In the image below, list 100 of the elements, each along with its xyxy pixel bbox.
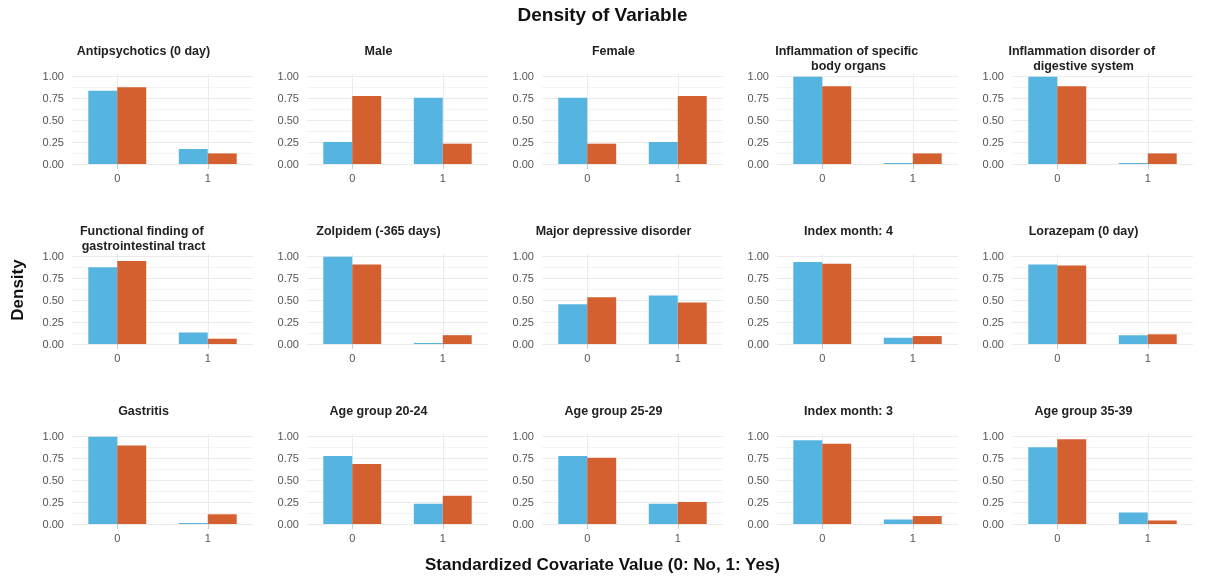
bar [178, 149, 208, 164]
y-tick-label: 0.00 [42, 338, 64, 350]
bar [883, 337, 913, 344]
bar [1118, 335, 1148, 344]
y-tick-label: 1.00 [277, 69, 299, 82]
y-tick-label: 0.25 [512, 135, 534, 148]
x-tick-label: 1 [674, 531, 681, 544]
bar [1057, 265, 1087, 344]
y-tick-label: 0.25 [42, 135, 64, 148]
bar [648, 503, 678, 524]
y-tick-label: 0.75 [747, 451, 769, 464]
bar [117, 87, 147, 164]
bar [413, 503, 443, 524]
chart-title: Index month: 3 [804, 403, 893, 418]
bar [88, 436, 118, 524]
y-tick-label: 1.00 [747, 69, 769, 82]
y-tick-label: 0.75 [747, 91, 769, 104]
y-tick-label: 0.25 [512, 315, 534, 328]
x-tick-label: 1 [909, 531, 916, 544]
y-tick-label: 0.00 [42, 518, 64, 530]
y-tick-label: 0.75 [277, 451, 299, 464]
y-tick-label: 0.50 [512, 293, 534, 306]
x-tick-label: 0 [349, 351, 356, 364]
y-tick-label: 1.00 [42, 69, 64, 82]
bar [323, 256, 353, 344]
y-tick-label: 0.00 [982, 158, 1004, 170]
y-tick-label: 0.00 [747, 338, 769, 350]
x-tick-label: 0 [584, 171, 591, 184]
bar [413, 97, 443, 164]
chart-title: Age group 25-29 [564, 403, 663, 418]
y-tick-label: 1.00 [982, 429, 1004, 442]
x-tick-label: 1 [439, 351, 446, 364]
y-tick-label: 0.25 [277, 315, 299, 328]
x-tick-label: 1 [674, 351, 681, 364]
y-tick-label: 0.25 [42, 495, 64, 508]
y-tick-label: 0.75 [512, 91, 534, 104]
x-tick-label: 1 [1144, 351, 1151, 364]
x-tick-label: 0 [1054, 171, 1061, 184]
bar [442, 143, 472, 164]
bar [793, 440, 823, 524]
y-tick-label: 0.25 [277, 495, 299, 508]
chart-title: Zolpidem (-365 days) [316, 223, 441, 238]
y-tick-label: 0.00 [512, 338, 534, 350]
y-tick-label: 0.25 [277, 135, 299, 148]
chart-title: Gastritis [118, 403, 169, 418]
x-tick-label: 1 [1144, 531, 1151, 544]
y-tick-label: 0.25 [512, 495, 534, 508]
text: Density of Variable [516, 4, 689, 26]
x-tick-label: 1 [1144, 171, 1151, 184]
y-tick-label: 0.50 [512, 473, 534, 486]
y-tick-label: 0.00 [277, 338, 299, 350]
bar [442, 335, 472, 344]
x-tick-label: 0 [1054, 531, 1061, 544]
y-tick-label: 0.75 [42, 91, 64, 104]
y-tick-label: 0.00 [277, 158, 299, 170]
bar [648, 295, 678, 344]
bar [178, 332, 208, 344]
bar [912, 336, 942, 344]
chart-title: Major depressive disorder [535, 223, 692, 238]
x-tick-label: 0 [819, 531, 826, 544]
y-tick-label: 0.50 [277, 293, 299, 306]
bar [793, 76, 823, 164]
x-tick-label: 1 [439, 531, 446, 544]
bar [558, 304, 588, 344]
y-tick-label: 0.75 [512, 451, 534, 464]
x-tick-label: 0 [584, 351, 591, 364]
chart-title: Female [591, 43, 636, 58]
bar [1147, 334, 1177, 344]
bar [677, 96, 707, 164]
y-tick-label: 0.50 [277, 113, 299, 126]
bar [1118, 512, 1148, 524]
x-tick-label: 1 [204, 351, 211, 364]
y-tick-label: 0.50 [42, 113, 64, 126]
bar [587, 143, 617, 164]
bar [822, 263, 852, 344]
x-tick-label: 0 [1054, 351, 1061, 364]
y-tick-label: 0.75 [982, 91, 1004, 104]
bar [587, 297, 617, 344]
y-tick-label: 1.00 [982, 249, 1004, 262]
x-tick-label: 0 [114, 171, 121, 184]
y-tick-label: 0.25 [982, 495, 1004, 508]
y-tick-label: 1.00 [42, 249, 64, 262]
x-tick-label: 0 [114, 531, 121, 544]
y-tick-label: 0.75 [277, 271, 299, 284]
bar [912, 516, 942, 524]
bar [587, 457, 617, 524]
y-tick-label: 0.25 [747, 135, 769, 148]
y-tick-label: 0.50 [42, 293, 64, 306]
x-tick-label: 1 [439, 171, 446, 184]
bar [1057, 86, 1087, 164]
y-tick-label: 0.50 [42, 473, 64, 486]
bar [207, 153, 237, 164]
y-tick-label: 1.00 [747, 249, 769, 262]
y-tick-label: 1.00 [512, 429, 534, 442]
chart-title: Lorazepam (0 day) [1028, 223, 1139, 238]
x-tick-label: 1 [204, 531, 211, 544]
y-tick-label: 0.50 [982, 293, 1004, 306]
y-axis-title: Density [8, 259, 28, 321]
y-tick-label: 0.00 [747, 518, 769, 530]
bar [1028, 264, 1058, 344]
